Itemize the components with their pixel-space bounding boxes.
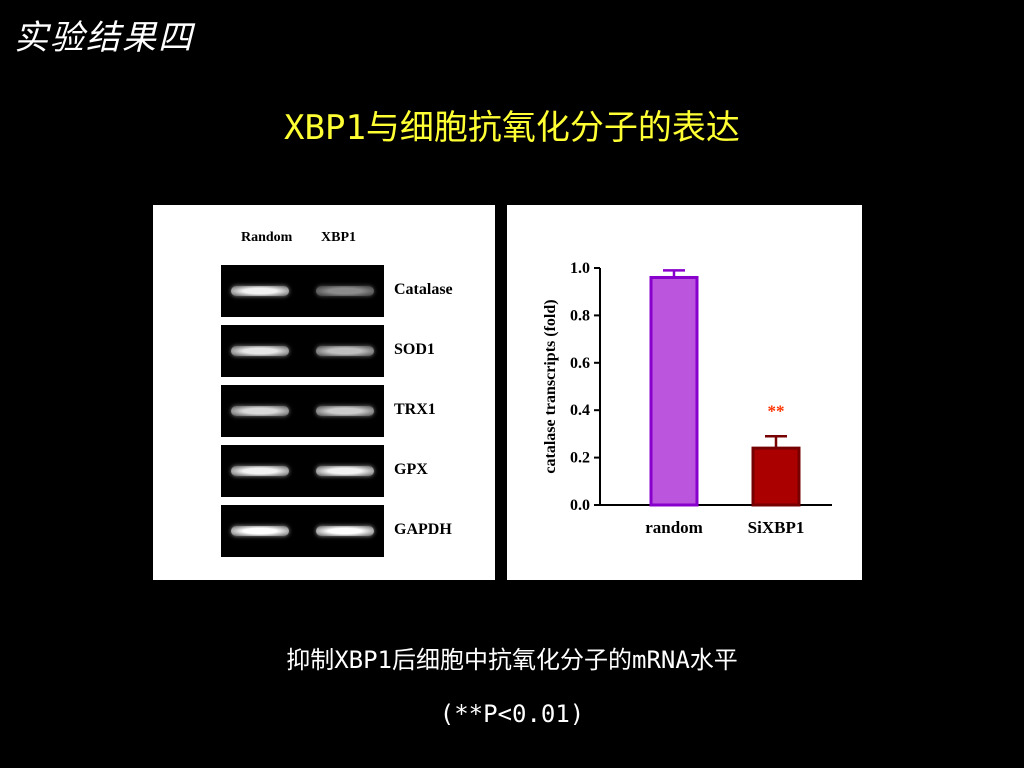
lane-header-xbp1: XBP1 — [321, 230, 356, 245]
y-tick-label: 0.6 — [570, 355, 590, 372]
y-tick-label: 0.2 — [570, 450, 590, 467]
band-random-gpx — [231, 466, 289, 476]
bar-chart: 0.0 0.2 0.4 0.6 0.8 1.0 catalase transcripts (… — [542, 260, 832, 537]
gel-image-trx1 — [221, 385, 384, 437]
significance-annotation: ** — [768, 401, 785, 420]
band-xbp1-gpx — [316, 466, 374, 476]
bar-sixbp1 — [751, 446, 801, 507]
y-tick-label: 0.8 — [570, 307, 590, 324]
band-random-gapdh — [231, 526, 289, 536]
band-xbp1-catalase — [316, 286, 374, 296]
gel-image-gapdh — [221, 505, 384, 557]
band-random-trx1 — [231, 406, 289, 416]
gel-label-catalase: Catalase — [394, 281, 453, 298]
band-random-sod1 — [231, 346, 289, 356]
gel-label-trx1: TRX1 — [394, 401, 436, 418]
x-tick-label: random — [645, 518, 703, 537]
band-xbp1-sod1 — [316, 346, 374, 356]
gel-image-catalase — [221, 265, 384, 317]
y-axis-label: catalase transcripts (fold) — [542, 299, 559, 473]
chart-panel: 0.0 0.2 0.4 0.6 0.8 1.0 catalase transcripts (… — [507, 205, 862, 580]
y-tick-label: 0.0 — [570, 497, 590, 514]
band-random-catalase — [231, 286, 289, 296]
slide-corner-title: 实验结果四 — [14, 18, 194, 58]
y-tick-label: 1.0 — [570, 260, 590, 277]
gel-label-gapdh: GAPDH — [394, 521, 452, 538]
bar-random — [649, 275, 699, 507]
gel-panel: Random XBP1 Catalase SOD1 TRX1 GPX GAPDH — [153, 205, 495, 580]
slide-main-title: XBP1与细胞抗氧化分子的表达 — [284, 108, 740, 148]
y-tick-label: 0.4 — [570, 402, 590, 419]
gel-label-gpx: GPX — [394, 461, 428, 478]
x-tick-label: SiXBP1 — [748, 518, 805, 537]
band-xbp1-trx1 — [316, 406, 374, 416]
gel-label-sod1: SOD1 — [394, 341, 435, 358]
gel-image-sod1 — [221, 325, 384, 377]
caption-line-1: 抑制XBP1后细胞中抗氧化分子的mRNA水平 — [286, 646, 738, 674]
caption-line-2: (**P<0.01) — [439, 700, 585, 728]
band-xbp1-gapdh — [316, 526, 374, 536]
lane-header-random: Random — [241, 230, 293, 245]
gel-image-gpx — [221, 445, 384, 497]
